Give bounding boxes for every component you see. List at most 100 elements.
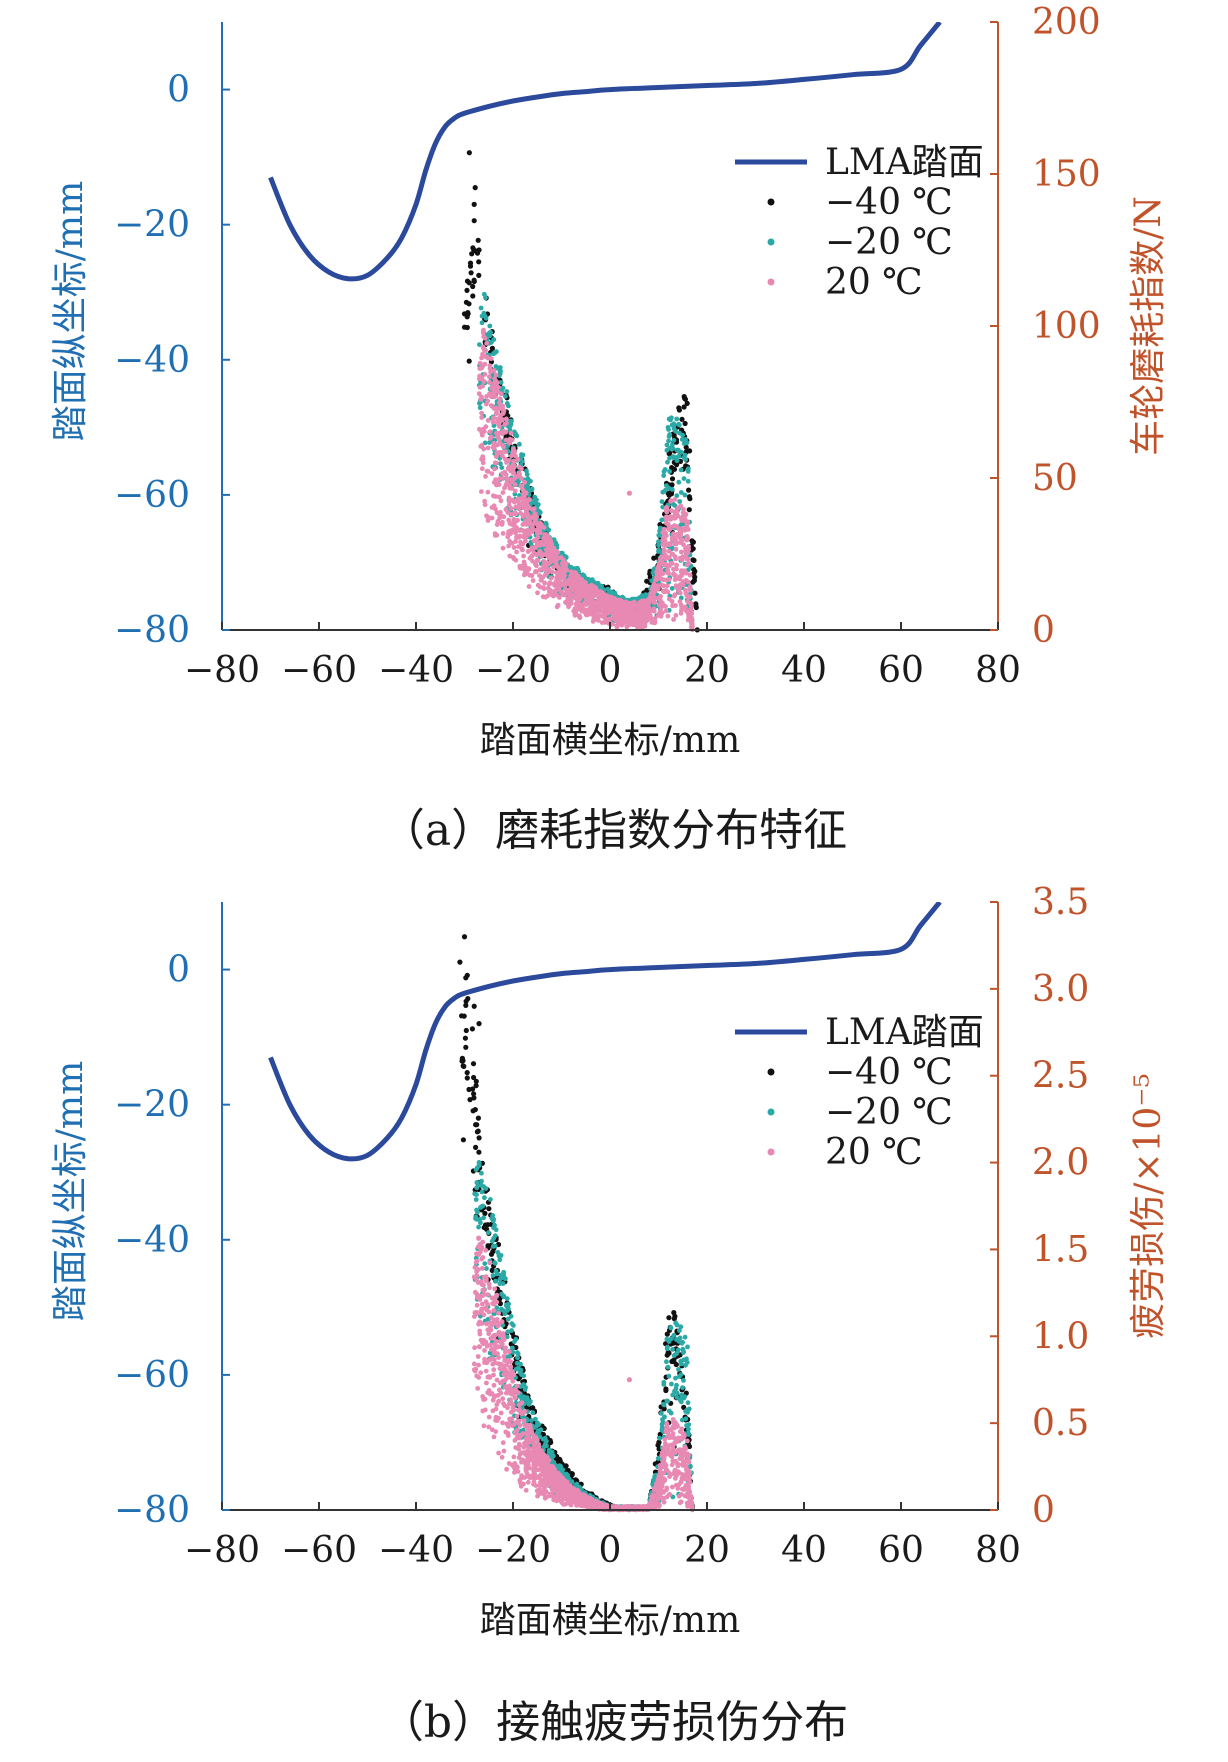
scatter-point [526, 514, 532, 519]
scatter-point [500, 531, 506, 536]
scatter-point [664, 442, 670, 448]
scatter-point [665, 1364, 671, 1370]
scatter-point [526, 548, 532, 554]
scatter-point [506, 403, 511, 409]
scatter-point [626, 620, 631, 625]
scatter-point [486, 1331, 492, 1337]
scatter-point [671, 426, 677, 432]
scatter-point [490, 1243, 496, 1249]
scatter-point [497, 1366, 503, 1371]
scatter-point [686, 1426, 691, 1432]
x-tick-label: −60 [281, 650, 357, 691]
scatter-point [491, 480, 497, 485]
scatter-point [491, 1235, 497, 1241]
scatter-point [685, 579, 691, 585]
scatter-point [665, 555, 671, 561]
scatter-point [678, 595, 684, 601]
scatter-point [488, 403, 494, 408]
scatter-point [486, 1206, 492, 1212]
scatter-point [667, 469, 672, 474]
scatter-point [496, 441, 502, 447]
scatter-point [512, 488, 518, 494]
right-y-tick-label: 50 [1032, 458, 1078, 499]
scatter-point [491, 368, 497, 373]
scatter-point [537, 584, 543, 590]
scatter-point [674, 458, 680, 464]
scatter-point [671, 455, 677, 461]
scatter-point [502, 422, 508, 428]
scatter-point [500, 471, 505, 476]
scatter-point [514, 474, 519, 479]
scatter-point [662, 547, 667, 553]
scatter-point [524, 522, 530, 527]
scatter-point [680, 1385, 685, 1391]
scatter-point [522, 570, 528, 575]
right-y-tick-label: 200 [1032, 2, 1101, 43]
profile-line-lma [268, 22, 942, 282]
scatter-point [517, 528, 522, 533]
scatter-point [480, 351, 485, 357]
scatter-point [691, 571, 697, 577]
scatter-point [687, 572, 693, 578]
scatter-point [488, 1251, 495, 1257]
scatter-point [479, 365, 485, 371]
scatter-point [670, 1340, 676, 1346]
scatter-point [567, 579, 572, 585]
scatter-point [554, 584, 560, 590]
scatter-point [503, 449, 508, 455]
scatter-point [487, 366, 493, 371]
scatter-point [485, 445, 491, 451]
scatter-point [519, 466, 524, 472]
scatter-point [618, 602, 624, 608]
scatter-point [612, 602, 618, 608]
scatter-point [485, 518, 491, 523]
scatter-point [526, 497, 531, 502]
scatter-point [500, 1420, 505, 1426]
scatter-point [681, 506, 686, 512]
scatter-point [601, 592, 607, 598]
scatter-point [521, 1390, 527, 1396]
scatter-point [523, 538, 528, 544]
scatter-point [534, 1430, 540, 1436]
scatter-point [503, 507, 509, 512]
scatter-point [501, 444, 506, 450]
scatter-point [491, 1382, 497, 1388]
scatter-point [637, 608, 643, 614]
scatter-point [496, 400, 502, 405]
scatter-point [482, 372, 488, 377]
scatter-point [680, 579, 686, 584]
scatter-point [537, 567, 543, 573]
chart-panel-b: −80 −60 −40 −20 0 20 40 60 80 踏面横坐标/mm 0 −20 −40 −60−… [0, 880, 1228, 1762]
scatter-point [668, 1410, 674, 1416]
scatter-point [522, 1475, 527, 1480]
scatter-point [485, 469, 491, 474]
scatter-point [650, 617, 655, 622]
scatter-point [683, 1416, 689, 1422]
scatter-point [532, 494, 538, 500]
scatter-point [561, 557, 566, 563]
scatter-point [467, 263, 474, 269]
scatter-point [582, 607, 588, 613]
scatter-point [658, 1411, 664, 1416]
scatter-point [671, 422, 677, 428]
scatter-point [510, 1349, 516, 1355]
scatter-point [508, 430, 514, 436]
scatter-point [687, 587, 693, 593]
scatter-point [546, 581, 552, 587]
scatter-point [533, 1416, 538, 1422]
scatter-point [506, 424, 512, 430]
scatter-point [669, 561, 675, 566]
scatter-point [686, 507, 692, 513]
scatter-point [683, 608, 689, 614]
scatter-point [506, 1349, 512, 1355]
scatter-point [494, 1271, 500, 1277]
scatter-point [549, 556, 555, 562]
scatter-point [671, 1310, 677, 1316]
scatter-point [685, 478, 691, 484]
left-y-axis-label: 踏面纵坐标/mm [50, 181, 91, 441]
scatter-point [661, 473, 667, 478]
scatter-point [560, 550, 565, 556]
scatter-point [573, 581, 579, 587]
scatter-point [475, 1354, 481, 1359]
scatter-point [499, 405, 505, 410]
